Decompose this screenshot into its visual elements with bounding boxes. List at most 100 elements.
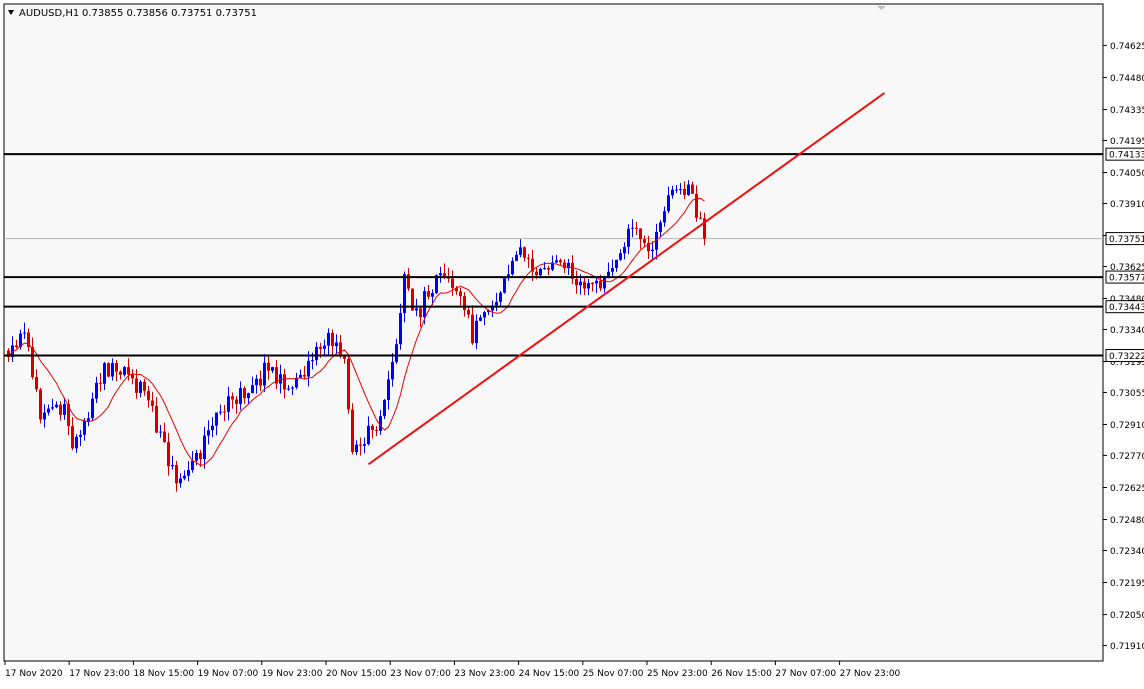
candle bbox=[679, 183, 682, 195]
candle-body bbox=[651, 249, 654, 252]
candle bbox=[695, 185, 698, 222]
plot-area[interactable] bbox=[3, 3, 1104, 662]
candle-body bbox=[227, 396, 230, 412]
candle bbox=[475, 314, 478, 350]
candle-body bbox=[447, 277, 450, 279]
candle bbox=[459, 287, 462, 306]
candle bbox=[503, 277, 506, 294]
candle-body bbox=[695, 193, 698, 218]
candle bbox=[643, 235, 646, 247]
candle bbox=[123, 366, 126, 377]
candle bbox=[463, 292, 466, 317]
candle bbox=[199, 449, 202, 467]
candle bbox=[491, 300, 494, 318]
candle bbox=[495, 292, 498, 312]
candle-body bbox=[275, 367, 278, 384]
candle bbox=[383, 399, 386, 420]
candle bbox=[655, 223, 658, 260]
candle-body bbox=[155, 405, 158, 433]
candle bbox=[259, 370, 262, 392]
candle bbox=[231, 392, 234, 409]
price-labels-layer: 0.74133 0.73577 0.73443 0.73222 0.73751 bbox=[1105, 147, 1144, 363]
price-tag: 0.73222 bbox=[1105, 349, 1144, 363]
candle-body bbox=[655, 231, 658, 250]
candle-body bbox=[7, 350, 10, 358]
candle-body bbox=[263, 362, 266, 386]
candle-body bbox=[451, 278, 454, 288]
candle-body bbox=[627, 228, 630, 247]
candle bbox=[699, 211, 702, 220]
candle-body bbox=[35, 377, 38, 390]
candle bbox=[571, 255, 574, 285]
candle-body bbox=[31, 346, 34, 378]
candle bbox=[379, 410, 382, 435]
candle-body bbox=[203, 435, 206, 459]
candle-body bbox=[379, 416, 382, 431]
candle-body bbox=[259, 378, 262, 386]
candle bbox=[155, 397, 158, 434]
price-axis: 0.74625 0.74480 0.74335 0.74195 0.74050 0.739… bbox=[1103, 42, 1144, 652]
candle bbox=[667, 186, 670, 214]
candle-body bbox=[687, 184, 690, 195]
candle-body bbox=[639, 228, 642, 240]
candle bbox=[587, 279, 590, 296]
price-tag-label: 0.73577 bbox=[1109, 274, 1144, 284]
candle-body bbox=[631, 227, 634, 229]
candle-body bbox=[659, 222, 662, 232]
candle bbox=[219, 404, 222, 416]
moving-average-line bbox=[8, 197, 705, 466]
candle bbox=[163, 422, 166, 443]
candle-body bbox=[519, 247, 522, 255]
triangle-down-icon[interactable] bbox=[8, 10, 14, 15]
candle bbox=[623, 242, 626, 260]
y-tick-label: 0.73480 bbox=[1110, 295, 1144, 305]
candle-body bbox=[183, 475, 186, 479]
chart-shift-marker[interactable] bbox=[877, 6, 886, 10]
candle bbox=[31, 337, 34, 380]
candle-body bbox=[207, 430, 210, 436]
candle bbox=[167, 432, 170, 476]
candle-body bbox=[487, 310, 490, 313]
candles-layer bbox=[7, 180, 706, 492]
candle-body bbox=[303, 374, 306, 377]
candle-body bbox=[175, 464, 178, 484]
candle-body bbox=[495, 301, 498, 306]
candle bbox=[619, 249, 622, 261]
candle-body bbox=[355, 444, 358, 453]
candle bbox=[615, 259, 618, 272]
candle bbox=[339, 334, 342, 359]
y-tick-label: 0.73195 bbox=[1110, 358, 1144, 368]
time-axis: 17 Nov 2020 17 Nov 23:00 18 Nov 15:00 19 No… bbox=[4, 661, 901, 679]
candle bbox=[183, 470, 186, 481]
candle-body bbox=[91, 398, 94, 419]
candle bbox=[299, 369, 302, 379]
candle-body bbox=[343, 356, 346, 359]
x-tick-label: 25 Nov 23:00 bbox=[647, 669, 708, 679]
candle bbox=[87, 412, 90, 427]
candle bbox=[387, 370, 390, 410]
candle-body bbox=[479, 317, 482, 321]
candle-body bbox=[431, 293, 434, 297]
candle-body bbox=[167, 442, 170, 467]
candle bbox=[71, 417, 74, 450]
candle bbox=[431, 289, 434, 306]
candle-body bbox=[635, 227, 638, 229]
candle-body bbox=[319, 346, 322, 349]
candle-body bbox=[467, 310, 470, 315]
level-lines-layer bbox=[4, 153, 1103, 357]
candle-body bbox=[163, 431, 166, 443]
price-tag-label: 0.73443 bbox=[1109, 303, 1144, 313]
candle-body bbox=[159, 431, 162, 433]
candle bbox=[243, 386, 246, 404]
candle-body bbox=[15, 345, 18, 348]
candle-body bbox=[375, 429, 378, 431]
candle-body bbox=[267, 362, 270, 371]
trendline bbox=[367, 92, 886, 466]
x-tick-label: 19 Nov 23:00 bbox=[262, 669, 323, 679]
candle-body bbox=[347, 358, 350, 410]
candle bbox=[203, 426, 206, 469]
candle bbox=[603, 275, 606, 293]
candle bbox=[171, 455, 174, 470]
candle-body bbox=[139, 381, 142, 393]
candle bbox=[607, 262, 610, 279]
